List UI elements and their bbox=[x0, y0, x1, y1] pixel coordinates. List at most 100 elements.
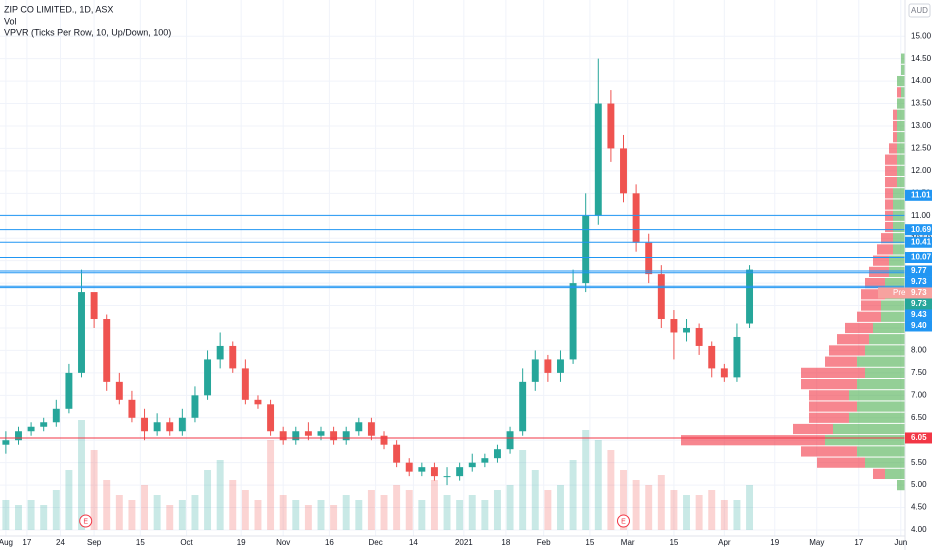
volume-bar bbox=[254, 500, 262, 530]
candle-body bbox=[683, 327, 690, 333]
x-tick-label: Aug bbox=[0, 538, 13, 547]
volume-bar bbox=[153, 495, 161, 530]
profile-up bbox=[889, 255, 905, 266]
candle-body bbox=[620, 148, 627, 194]
volume-bar bbox=[632, 480, 640, 530]
volume-bar bbox=[594, 440, 602, 530]
price-badge bbox=[905, 265, 932, 277]
y-tick-label: 4.50 bbox=[911, 503, 927, 512]
volume-bar bbox=[65, 470, 73, 530]
volume-bar bbox=[166, 505, 174, 530]
volume-bar bbox=[456, 500, 464, 530]
profile-up bbox=[857, 446, 905, 457]
volume-bar bbox=[279, 495, 287, 530]
y-tick-label: 12.00 bbox=[911, 166, 932, 175]
volume-bar bbox=[128, 500, 136, 530]
profile-down bbox=[793, 423, 833, 435]
price-badge bbox=[905, 276, 932, 288]
candle-body bbox=[128, 399, 136, 418]
profile-up bbox=[893, 233, 905, 244]
volume-bar bbox=[519, 450, 527, 530]
candle-body bbox=[15, 431, 22, 441]
profile-down bbox=[809, 401, 857, 412]
volume-bar bbox=[103, 480, 111, 530]
x-tick-label: Feb bbox=[537, 538, 551, 547]
volume-bar bbox=[746, 485, 754, 530]
price-badge bbox=[905, 298, 932, 310]
x-tick-label: 19 bbox=[770, 538, 779, 547]
pre-prefix: Pre bbox=[893, 288, 906, 297]
candle-body bbox=[594, 103, 602, 216]
price-line-label: 10.41 bbox=[911, 237, 932, 246]
profile-down bbox=[893, 109, 897, 120]
profile-down bbox=[889, 143, 897, 154]
profile-down bbox=[885, 221, 893, 233]
volume-bar bbox=[733, 500, 741, 530]
candle-body bbox=[468, 462, 476, 468]
candle-body bbox=[115, 381, 123, 400]
candle-body bbox=[178, 417, 186, 432]
x-tick-label: Oct bbox=[180, 538, 193, 547]
earnings-label: E bbox=[621, 518, 626, 525]
y-tick-label: 7.50 bbox=[911, 368, 927, 377]
profile-up bbox=[881, 300, 905, 311]
candle-body bbox=[443, 476, 451, 478]
profile-up bbox=[897, 154, 905, 165]
volume-bar bbox=[481, 500, 489, 530]
x-tick-label: Dec bbox=[368, 538, 382, 547]
y-tick-label: 14.00 bbox=[911, 76, 932, 85]
price-line-label: 10.07 bbox=[911, 253, 932, 262]
price-line-label: 9.43 bbox=[911, 310, 927, 319]
profile-down bbox=[809, 390, 849, 401]
price-line-label: 9.40 bbox=[911, 321, 927, 330]
volume-bar bbox=[304, 505, 312, 530]
candle-body bbox=[733, 336, 741, 378]
earnings-marker bbox=[79, 514, 93, 528]
profile-up bbox=[897, 479, 905, 491]
volume-bar bbox=[380, 495, 388, 530]
profile-down bbox=[817, 457, 865, 468]
profile-up bbox=[893, 221, 905, 233]
y-tick-label: 11.00 bbox=[911, 211, 931, 220]
candle-body bbox=[405, 462, 413, 472]
profile-up bbox=[893, 188, 905, 199]
candle-body bbox=[229, 345, 237, 369]
volume-bar bbox=[708, 490, 716, 530]
candle-body bbox=[355, 422, 363, 432]
currency-badge[interactable] bbox=[908, 3, 931, 18]
x-tick-label: 15 bbox=[585, 538, 594, 547]
candle-body bbox=[544, 359, 552, 373]
volume-bar bbox=[330, 505, 338, 530]
candle-body bbox=[342, 431, 350, 441]
profile-up bbox=[897, 165, 905, 176]
support-label: 6.05 bbox=[911, 433, 927, 442]
price-badge bbox=[905, 224, 932, 236]
profile-up bbox=[885, 468, 905, 479]
volume-bar bbox=[506, 485, 514, 530]
x-tick-label: 19 bbox=[237, 538, 246, 547]
profile-up bbox=[897, 176, 905, 188]
profile-down bbox=[825, 356, 857, 367]
price-line-label: 10.69 bbox=[911, 225, 932, 234]
volume-bar bbox=[607, 450, 615, 530]
volume-bar bbox=[115, 495, 123, 530]
profile-up bbox=[897, 143, 905, 154]
y-tick-label: 13.00 bbox=[911, 121, 932, 130]
price-line-label: 11.01 bbox=[911, 190, 931, 199]
x-tick-label: May bbox=[809, 538, 824, 547]
profile-down bbox=[801, 446, 857, 457]
pre-badge bbox=[878, 287, 932, 299]
x-tick-label: 16 bbox=[325, 538, 334, 547]
volume-bar bbox=[15, 505, 22, 530]
volume-bar bbox=[216, 460, 224, 530]
profile-up bbox=[857, 378, 905, 390]
volume-bar bbox=[430, 480, 438, 530]
price-line-label: 9.77 bbox=[911, 266, 927, 275]
candle-body bbox=[103, 319, 111, 382]
candle-body bbox=[78, 292, 85, 373]
x-tick-label: 24 bbox=[56, 538, 65, 547]
profile-down bbox=[881, 233, 893, 244]
candle-body bbox=[317, 431, 325, 436]
candle-body bbox=[569, 283, 577, 360]
